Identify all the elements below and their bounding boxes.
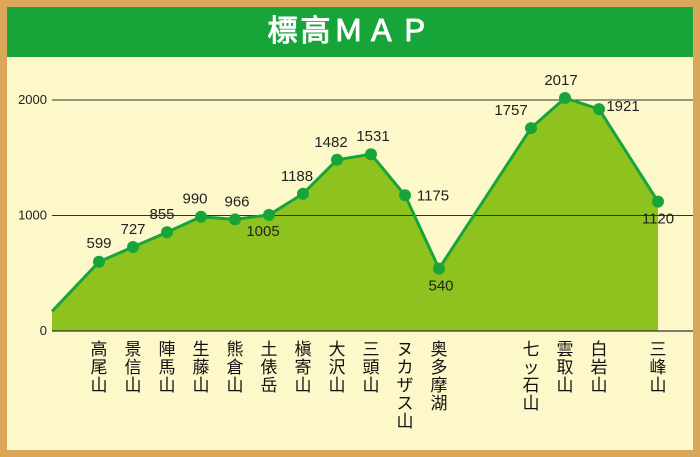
category-label: 七ッ石山 (523, 340, 540, 414)
category-label: 三峰山 (650, 340, 667, 396)
data-point (229, 213, 241, 226)
category-label: 白岩山 (591, 340, 608, 396)
y-tick-label: 0 (40, 323, 47, 338)
data-point (263, 208, 275, 221)
data-point (525, 122, 537, 135)
data-label: 855 (149, 206, 174, 223)
data-label: 1188 (281, 168, 313, 185)
data-point (93, 255, 105, 268)
title-banner: 標高ＭＡＰ (7, 7, 693, 57)
data-label: 1921 (606, 98, 639, 115)
y-tick-label: 1000 (18, 208, 47, 223)
category-label: 熊倉山 (227, 340, 244, 396)
data-point (127, 241, 139, 253)
category-label: 三頭山 (363, 340, 380, 396)
elevation-line (50, 96, 660, 313)
data-label: 1757 (494, 102, 527, 119)
data-point (593, 103, 605, 116)
category-label: 土俵岳 (261, 340, 278, 396)
elevation-area (52, 98, 658, 331)
data-point (161, 226, 173, 239)
data-label: 990 (182, 191, 207, 208)
chart-title: 標高ＭＡＰ (267, 14, 433, 49)
data-point (331, 153, 343, 166)
data-label: 1531 (356, 128, 389, 145)
data-label: 966 (224, 193, 249, 210)
category-label: 生藤山 (193, 340, 210, 396)
category-label: 景信山 (125, 340, 142, 396)
category-label: ヌカザス山 (397, 340, 414, 432)
category-label: 槇寄山 (295, 339, 312, 396)
category-label: 奥多摩湖 (431, 340, 448, 414)
data-point (433, 262, 445, 275)
data-label: 727 (120, 221, 145, 238)
category-label: 陣馬山 (159, 340, 176, 396)
data-point (297, 187, 309, 200)
data-label: 1175 (417, 187, 449, 204)
category-label: 高尾山 (91, 340, 108, 396)
data-point (365, 148, 377, 161)
data-point (195, 210, 207, 223)
data-label: 1482 (314, 134, 347, 151)
data-label: 1120 (642, 211, 674, 228)
category-label: 大沢山 (329, 340, 346, 396)
data-label: 540 (428, 278, 453, 295)
data-point (652, 195, 664, 208)
category-label: 雲取山 (557, 340, 574, 396)
data-point (559, 92, 571, 104)
data-label: 1005 (246, 223, 279, 240)
data-label: 599 (86, 235, 111, 252)
y-tick-label: 2000 (18, 92, 47, 107)
data-point (399, 189, 411, 202)
data-label: 2017 (544, 72, 577, 89)
